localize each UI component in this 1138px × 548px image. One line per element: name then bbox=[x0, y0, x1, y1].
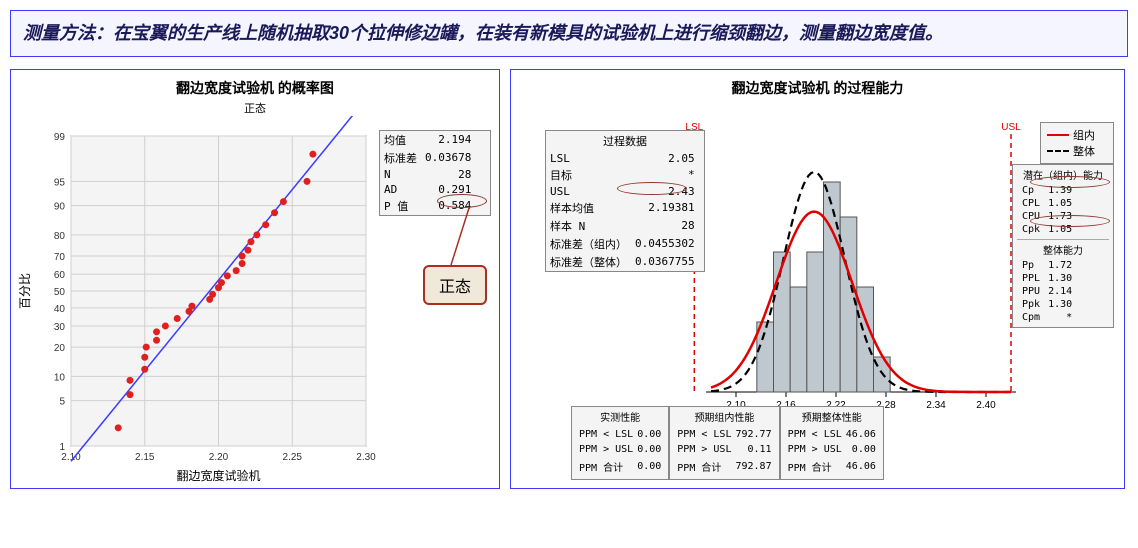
svg-text:80: 80 bbox=[54, 231, 66, 242]
svg-text:60: 60 bbox=[54, 270, 66, 281]
svg-text:2.15: 2.15 bbox=[135, 452, 155, 463]
left-stats-box: 均值2.194标准差0.03678N28AD0.291P 值0.584 bbox=[379, 130, 491, 216]
legend-box: 组内 整体 bbox=[1040, 122, 1114, 164]
capability-stats-box: 潜在（组内）能力 Cp1.39CPL1.05CPU1.73Cpk1.05 整体能… bbox=[1012, 164, 1114, 328]
svg-text:40: 40 bbox=[54, 304, 66, 315]
performance-boxes: 实测性能 PPM < LSL0.00PPM > USL0.00PPM 合计0.0… bbox=[571, 406, 884, 480]
svg-text:30: 30 bbox=[54, 322, 66, 333]
svg-text:百分比: 百分比 bbox=[18, 273, 32, 309]
svg-text:2.25: 2.25 bbox=[283, 452, 303, 463]
normal-callout: 正态 bbox=[423, 265, 487, 305]
svg-text:10: 10 bbox=[54, 372, 66, 383]
perf-observed: 实测性能 PPM < LSL0.00PPM > USL0.00PPM 合计0.0… bbox=[571, 406, 669, 480]
svg-text:2.40: 2.40 bbox=[976, 400, 996, 411]
left-chart-subtitle: 正态 bbox=[11, 100, 499, 116]
capability-panel: 翻边宽度试验机 的过程能力 2.102.162.222.282.342.40LS… bbox=[510, 69, 1125, 489]
right-chart-title: 翻边宽度试验机 的过程能力 bbox=[511, 78, 1124, 98]
svg-text:2.20: 2.20 bbox=[209, 452, 229, 463]
svg-text:USL: USL bbox=[1001, 122, 1021, 133]
svg-text:2.34: 2.34 bbox=[926, 400, 946, 411]
svg-text:99: 99 bbox=[54, 132, 66, 143]
svg-text:70: 70 bbox=[54, 252, 66, 263]
probability-plot-panel: 翻边宽度试验机 的概率图 正态 151020304050607080909599… bbox=[10, 69, 500, 489]
left-chart-title: 翻边宽度试验机 的概率图 bbox=[11, 78, 499, 98]
perf-within: 预期组内性能 PPM < LSL792.77PPM > USL0.11PPM 合… bbox=[669, 406, 779, 480]
svg-text:翻边宽度试验机: 翻边宽度试验机 bbox=[176, 468, 260, 483]
svg-text:2.30: 2.30 bbox=[356, 452, 376, 463]
svg-text:95: 95 bbox=[54, 177, 66, 188]
svg-text:20: 20 bbox=[54, 343, 66, 354]
svg-text:50: 50 bbox=[54, 287, 66, 298]
svg-text:90: 90 bbox=[54, 201, 66, 212]
svg-text:5: 5 bbox=[59, 396, 65, 407]
perf-overall: 预期整体性能 PPM < LSL46.06PPM > USL0.00PPM 合计… bbox=[780, 406, 884, 480]
description-box: 测量方法：在宝翼的生产线上随机抽取30个拉伸修边罐，在装有新模具的试验机上进行缩… bbox=[10, 10, 1128, 57]
charts-row: 翻边宽度试验机 的概率图 正态 151020304050607080909599… bbox=[10, 69, 1128, 489]
process-data-box: 过程数据 LSL2.05目标*USL2.43样本均值2.19381样本 N28标… bbox=[545, 130, 705, 272]
